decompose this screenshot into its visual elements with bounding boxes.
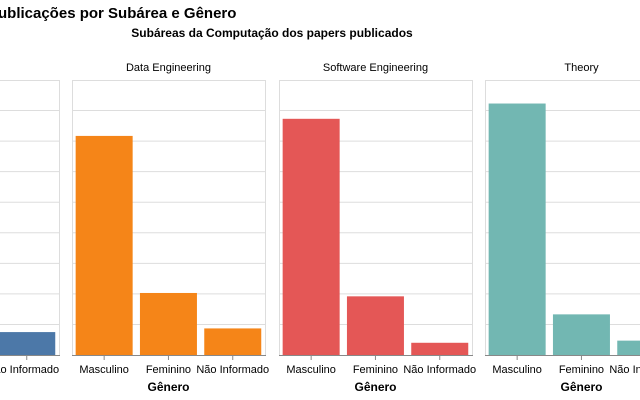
facet-panel: Software Engineering Masculino Feminino Não… bbox=[279, 62, 476, 394]
chart-subtitle: Subáreas da Computação dos papers public… bbox=[131, 26, 413, 40]
facet-panel: Data Engineering Masculino Feminino Não Inf… bbox=[72, 62, 269, 394]
bar bbox=[139, 292, 197, 355]
x-tick-label: Masculino bbox=[79, 364, 129, 376]
x-tick-label: Masculino bbox=[286, 364, 336, 376]
x-axis-title: Gênero bbox=[147, 380, 189, 394]
facet-panel: Theory Masculino Feminino Não Informado Gêne… bbox=[485, 62, 640, 394]
bar bbox=[617, 340, 640, 355]
x-axis-title: Gênero bbox=[354, 380, 396, 394]
facet-frame bbox=[0, 80, 60, 356]
facet-title: Data Engineering bbox=[126, 62, 211, 74]
bar bbox=[346, 296, 404, 355]
x-tick-label: Não Informado bbox=[196, 364, 269, 376]
x-tick-label: Feminino bbox=[146, 364, 191, 376]
x-tick-label: Feminino bbox=[353, 364, 398, 376]
bar bbox=[204, 328, 262, 355]
x-tick-label: Não Informado bbox=[609, 364, 640, 376]
chart-title: ublicações por Subárea e Gênero bbox=[0, 5, 236, 22]
bar bbox=[488, 103, 546, 356]
facet-panels: ceão Informado Data Engineering Masculino F… bbox=[0, 62, 640, 394]
facet-title: Software Engineering bbox=[323, 62, 428, 74]
bar bbox=[552, 314, 610, 355]
x-tick-label: ão Informado bbox=[0, 364, 59, 376]
x-tick-label: Feminino bbox=[559, 364, 604, 376]
facet-panel: ceão Informado bbox=[0, 80, 60, 376]
facet-title: Theory bbox=[564, 62, 599, 74]
x-axis-title: Gênero bbox=[560, 380, 602, 394]
x-tick-label: Masculino bbox=[492, 364, 542, 376]
bar bbox=[411, 342, 469, 355]
bar bbox=[282, 118, 340, 355]
x-tick-label: Não Informado bbox=[403, 364, 476, 376]
bar bbox=[75, 135, 133, 355]
bar bbox=[0, 332, 56, 355]
